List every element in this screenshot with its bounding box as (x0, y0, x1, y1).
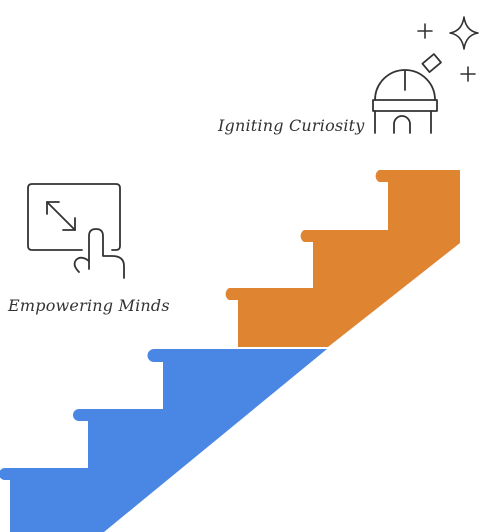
upper-step-label: Igniting Curiosity (218, 116, 365, 135)
plus-sparkle-icon (417, 23, 433, 39)
plus-sparkle-icon (460, 66, 476, 82)
four-point-star-icon (449, 16, 479, 50)
touch-expand-icon (27, 183, 125, 279)
lower-stair-section (0, 349, 327, 532)
lower-step-label: Empowering Minds (8, 296, 170, 315)
observatory-icon (372, 53, 442, 134)
upper-stair-section (225, 170, 460, 347)
